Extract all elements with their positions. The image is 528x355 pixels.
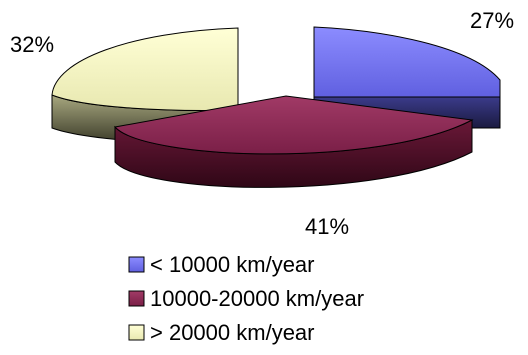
slice-value-label: 32% — [10, 32, 54, 57]
legend-label: 10000-20000 km/year — [150, 286, 364, 311]
legend-item-10000-20000: 10000-20000 km/year — [128, 286, 364, 311]
slice-value-label: 41% — [305, 214, 349, 239]
legend-swatch — [128, 256, 145, 273]
slice-value-label: 27% — [470, 8, 514, 33]
pie-slice-10000-20000 — [114, 95, 474, 188]
legend-swatch — [128, 324, 145, 341]
legend: < 10000 km/year 10000-20000 km/year > 20… — [128, 252, 364, 345]
legend-swatch — [128, 290, 145, 307]
legend-item-over-20000: > 20000 km/year — [128, 320, 314, 345]
legend-label: > 20000 km/year — [150, 320, 314, 345]
legend-label: < 10000 km/year — [150, 252, 314, 277]
legend-item-under-10000: < 10000 km/year — [128, 252, 314, 277]
